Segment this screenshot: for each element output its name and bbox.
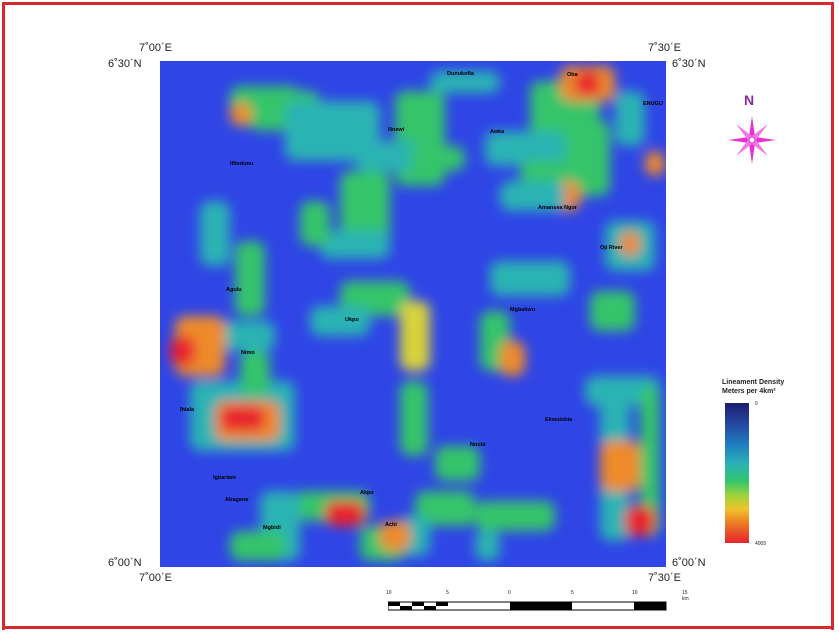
town-label: Amansea Ngor [538,205,578,211]
density-hotspot [570,121,610,196]
density-hotspot [240,351,270,396]
density-hotspot [230,103,252,125]
town-label: Oba [567,72,579,78]
legend-color-ramp [725,403,749,543]
scale-bar-segments [388,601,667,611]
density-hotspot [400,381,428,456]
density-hotspot [235,241,265,316]
density-hotspot [325,121,360,146]
density-hotspot [430,71,500,93]
density-hotspot [300,201,330,246]
scale-label: 0 [508,590,511,596]
density-hotspot [615,91,645,146]
density-raster: Dunukofia Oba ENUGU Nnewi Awka Ifitedunu Amans… [160,61,666,567]
density-hotspot [355,141,420,171]
town-label: Ifitedunu [230,161,253,167]
top-left-latitude: 6˚30΄N [108,58,142,70]
density-hotspot [490,261,570,296]
density-hotspot [310,306,370,336]
density-hotspot [220,321,275,351]
town-label: Akpo [360,490,374,496]
density-hotspot [645,151,665,176]
density-hotspot [475,501,555,531]
density-hotspot [500,341,525,376]
density-hotspot [200,201,230,266]
bottom-left-longitude: 7˚00΄E [139,572,173,584]
town-label: ENUGU [643,101,663,107]
town-label: Abagana [225,497,249,503]
town-label: Agulu [226,287,242,293]
density-hotspot [415,491,475,526]
legend-title: Lineament Density Meters per 4km² [722,378,832,396]
town-label: Igbariam [213,475,236,481]
top-right-longitude: 7˚30΄E [648,42,682,54]
scale-label: 5 [446,590,449,596]
scale-label: 5 [571,590,574,596]
legend-title-line2: Meters per 4km² [722,388,776,395]
legend-title-line1: Lineament Density [722,379,785,386]
density-hotspot [325,501,365,526]
town-label: Mgbidi [263,525,281,531]
bottom-right-latitude: 6˚00΄N [672,557,706,569]
density-hotspot [220,406,265,431]
town-label: Ekwulobia [545,417,573,423]
town-label: Nnobi [470,442,486,448]
lineament-density-map[interactable]: Dunukofia Oba ENUGU Nnewi Awka Ifitedunu Amans… [160,61,666,567]
density-hotspot [575,71,600,96]
scale-label: 15 km [682,590,689,602]
density-hotspot [170,336,195,366]
density-hotspot [230,531,285,561]
bottom-left-latitude: 6˚00΄N [108,557,142,569]
density-hotspot [475,531,500,561]
density-legend: Lineament Density Meters per 4km² 0 4005 [722,378,832,547]
density-hotspot [485,131,565,166]
density-hotspot [395,91,445,186]
density-hotspot [625,506,655,536]
density-hotspot [500,181,565,211]
town-label: Oji River [600,245,623,251]
density-hotspot [640,386,660,536]
town-label: Ukpo [345,317,359,323]
town-label: Nimo [241,350,255,356]
scale-label: 10 [386,590,392,596]
density-hotspot [520,161,585,186]
scale-label: 10 [632,590,638,596]
density-hotspot [620,231,640,256]
town-label: Ihiala [180,407,195,413]
density-hotspot [590,291,635,331]
north-label: N [744,92,755,108]
north-arrow-icon [728,116,776,169]
density-hotspot [410,146,465,171]
density-hotspot [400,301,430,371]
bottom-right-longitude: 7˚30΄E [648,572,682,584]
density-hotspot [320,231,390,259]
density-hotspot [600,441,640,491]
town-label: Awka [490,129,505,135]
top-right-latitude: 6˚30΄N [672,58,706,70]
density-hotspot [435,446,480,481]
density-hotspot [380,521,410,551]
legend-max-label: 0 [755,401,758,407]
frame-bottom-border [2,626,834,629]
town-label: Mgbakwu [510,307,535,313]
top-left-longitude: 7˚00΄E [139,42,173,54]
legend-min-label: 4005 [755,541,767,547]
town-label: Achi [385,522,397,528]
town-label: Dunukofia [447,71,475,77]
town-label: Nnewi [388,127,405,133]
